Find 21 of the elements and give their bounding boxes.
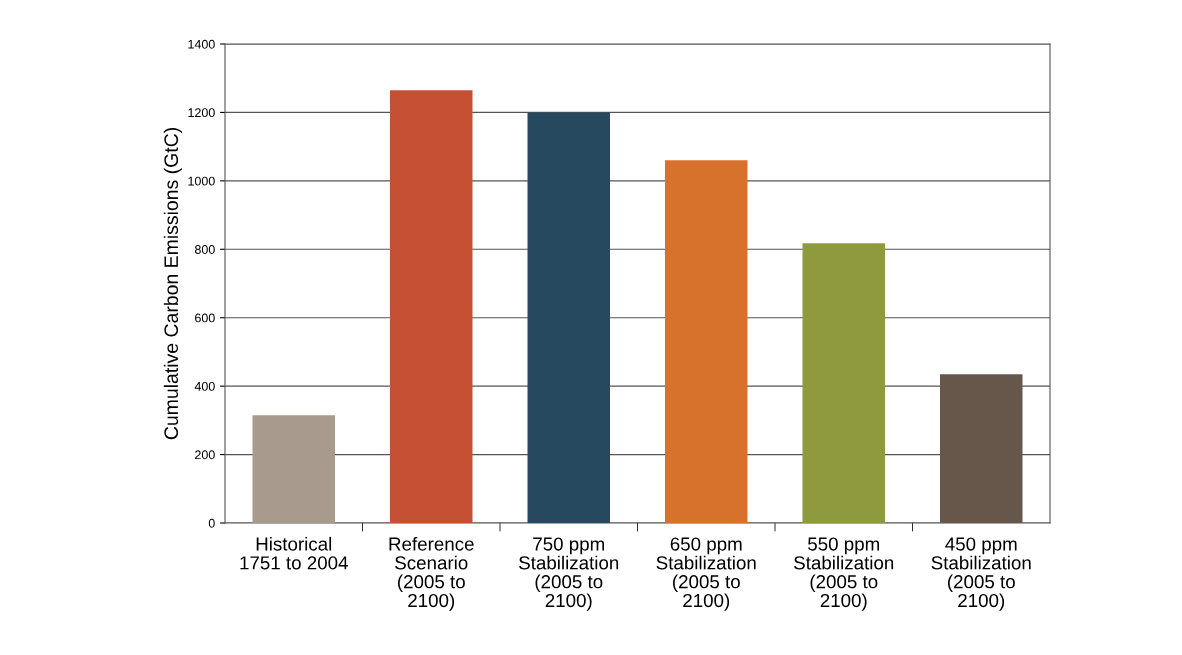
bar — [802, 243, 885, 523]
x-tick-label: 450 ppm Stabilization (2005 to 2100) — [931, 537, 1031, 611]
x-tick-label: Reference Scenario (2005 to 2100) — [389, 536, 474, 611]
y-tick-label: 1200 — [188, 108, 215, 118]
y-tick-label: 600 — [195, 313, 215, 323]
x-tick-label: Historical 1751 to 2004 — [240, 536, 348, 570]
bar — [252, 415, 335, 523]
bar — [665, 160, 748, 523]
x-tick-label: 650 ppm Stabilization (2005 to 2100) — [656, 537, 756, 611]
y-axis-title: Cumulative Carbon Emissions (GtC) — [163, 128, 182, 440]
y-tick-label: 200 — [195, 450, 215, 460]
x-tick-label: 750 ppm Stabilization (2005 to 2100) — [519, 537, 619, 611]
bar — [527, 112, 610, 523]
y-tick-label: 800 — [194, 245, 215, 254]
bar — [390, 90, 473, 523]
y-tick-label: 0 — [208, 518, 215, 528]
y-tick-label: 1400 — [188, 39, 215, 49]
bar — [940, 374, 1023, 523]
y-tick-label: 1000 — [188, 176, 215, 186]
x-tick-label: 550 ppm Stabilization (2005 to 2100) — [794, 537, 894, 611]
y-tick-label: 400 — [194, 381, 215, 391]
